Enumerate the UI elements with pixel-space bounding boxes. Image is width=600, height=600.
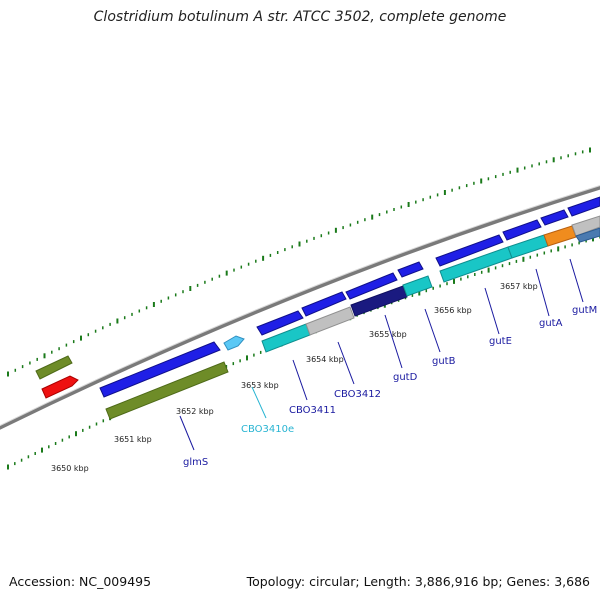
feature-gray-1 bbox=[305, 306, 355, 336]
gene-gutB-arrow bbox=[397, 261, 424, 278]
feature-steel bbox=[575, 227, 600, 243]
kbp-label: 3653 kbp bbox=[241, 381, 279, 390]
gene-cbo3412-arrow bbox=[301, 291, 347, 317]
gene-olive-small bbox=[35, 355, 73, 380]
leader-cbo3412 bbox=[337, 341, 355, 385]
genome-backbone bbox=[0, 185, 600, 430]
leader-gutA bbox=[535, 268, 550, 317]
leader-gutD bbox=[384, 314, 403, 369]
tick-line-outer bbox=[7, 147, 591, 377]
gene-glmS-arrow bbox=[99, 341, 221, 398]
kbp-label: 3652 kbp bbox=[176, 407, 214, 416]
gene-label-glmS: glmS bbox=[183, 457, 208, 468]
feature-gray-2 bbox=[571, 215, 600, 237]
kbp-labels: 3650 kbp 3651 kbp 3652 kbp 3653 kbp 3654… bbox=[51, 282, 538, 473]
gene-gutE-arrow bbox=[435, 234, 504, 267]
gene-edge-arrow bbox=[567, 196, 600, 217]
genome-summary-text: Topology: circular; Length: 3,886,916 bp… bbox=[246, 574, 590, 589]
gene-labels: glmS CBO3410e CBO3411 CBO3412 gutD gutB … bbox=[183, 305, 597, 468]
leader-gutB bbox=[424, 308, 441, 353]
gene-cbo3411-arrow bbox=[256, 310, 304, 336]
kbp-label: 3651 kbp bbox=[114, 435, 152, 444]
gene-label-gutD: gutD bbox=[393, 372, 418, 383]
gene-label-gutB: gutB bbox=[432, 356, 456, 367]
label-leaders bbox=[179, 258, 584, 451]
gene-cbo3410e-arrow bbox=[223, 335, 245, 351]
leader-gutE bbox=[484, 287, 500, 335]
gene-label-gutE: gutE bbox=[489, 336, 512, 347]
gene-label-gutA: gutA bbox=[539, 318, 563, 329]
gene-label-cbo3412: CBO3412 bbox=[334, 389, 381, 400]
gene-label-cbo3411: CBO3411 bbox=[289, 405, 336, 416]
accession-text: Accession: NC_009495 bbox=[9, 574, 152, 589]
gene-label-gutM: gutM bbox=[572, 305, 597, 316]
inner-strand-features bbox=[105, 215, 600, 420]
feature-cyan-2 bbox=[402, 275, 433, 297]
leader-gutM bbox=[569, 258, 584, 303]
gene-red-small bbox=[41, 375, 79, 399]
gene-label-cbo3410e: CBO3410e bbox=[241, 424, 294, 435]
gene-gutD-arrow bbox=[345, 272, 398, 300]
feature-orange bbox=[543, 225, 577, 247]
gene-gutA-arrow bbox=[502, 219, 542, 241]
leader-cbo3411 bbox=[292, 359, 308, 401]
kbp-label: 3654 kbp bbox=[306, 355, 344, 364]
leader-glmS bbox=[179, 415, 195, 451]
feature-navy-1 bbox=[350, 285, 408, 317]
feature-cyan-4 bbox=[507, 234, 549, 259]
genome-backbone-highlight bbox=[0, 185, 600, 427]
leader-cbo3410e bbox=[251, 386, 267, 419]
kbp-label: 3650 kbp bbox=[51, 464, 89, 473]
kbp-label: 3656 kbp bbox=[434, 306, 472, 315]
feature-olive-long bbox=[105, 361, 229, 420]
kbp-label: 3657 kbp bbox=[500, 282, 538, 291]
map-title: Clostridium botulinum A str. ATCC 3502, … bbox=[93, 9, 507, 25]
gene-gutM-arrow bbox=[540, 209, 569, 226]
kbp-label: 3655 kbp bbox=[369, 330, 407, 339]
tick-line-inner bbox=[7, 235, 600, 470]
outer-strand-features bbox=[35, 196, 600, 399]
